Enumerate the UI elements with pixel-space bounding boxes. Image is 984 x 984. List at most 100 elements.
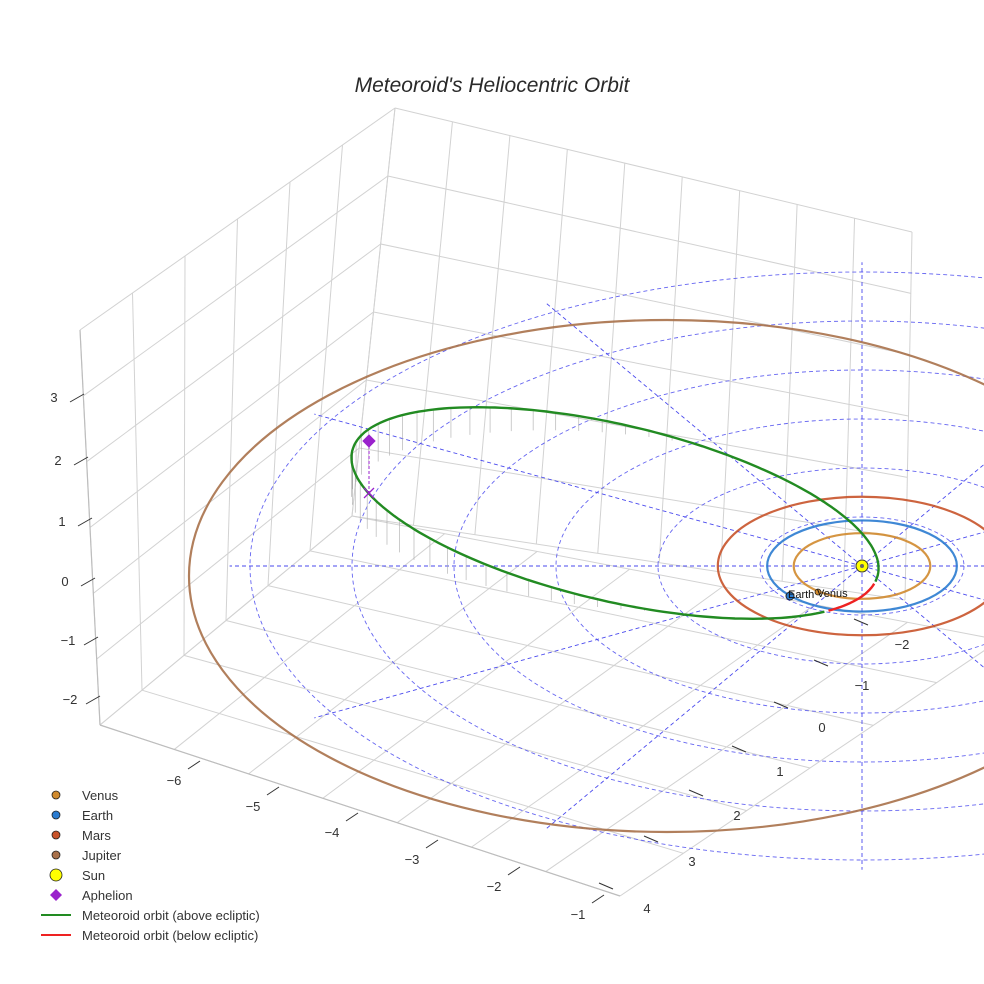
orbit-earth	[766, 519, 958, 613]
z-tick-label: 0	[61, 574, 68, 589]
legend-label: Jupiter	[82, 847, 122, 863]
floor-gridline	[351, 515, 984, 638]
earth-marker	[785, 591, 795, 601]
floor-gridline	[183, 654, 747, 812]
orbit-mars	[716, 495, 984, 637]
x-tick-label: −4	[325, 825, 340, 840]
meteoroid-orbit-above	[350, 406, 880, 620]
x-tick-mark	[266, 786, 280, 796]
z-tick-label: 1	[58, 514, 65, 529]
left-wall-gridline	[96, 447, 360, 660]
ecliptic-spoke	[545, 302, 863, 567]
venus-marker	[814, 588, 822, 596]
z-tick-label: −1	[61, 633, 76, 648]
floor-gridline	[619, 650, 984, 897]
floor-gridline	[267, 585, 874, 726]
venus-label: Venus	[817, 588, 848, 600]
legend-item: Mars	[38, 825, 260, 845]
aphelion-marker	[362, 434, 376, 448]
y-tick-mark	[813, 659, 829, 667]
x-tick-mark	[591, 894, 605, 904]
legend-item: Aphelion	[38, 885, 260, 905]
legend-item: Jupiter	[38, 845, 260, 865]
z-tick-mark	[80, 577, 96, 587]
z-tick-label: −2	[63, 692, 78, 707]
back-wall-gridline	[394, 107, 913, 233]
z-tick-label: 3	[50, 390, 57, 405]
back-wall-gridline	[373, 311, 909, 417]
chart-title: Meteoroid's Heliocentric Orbit	[354, 74, 630, 97]
x-tick-label: −1	[571, 907, 586, 922]
box-edge	[79, 329, 101, 726]
y-tick-mark	[643, 835, 659, 843]
z-tick-mark	[69, 393, 85, 403]
left-wall-gridline	[86, 243, 381, 463]
y-tick-mark	[853, 618, 869, 626]
back-wall-gridline	[380, 243, 910, 356]
aphelion-projection-marker	[363, 487, 375, 499]
legend-item: Venus	[38, 785, 260, 805]
legend-symbol	[38, 805, 78, 825]
ecliptic-spoke	[861, 531, 984, 567]
floor-gridline	[225, 620, 811, 769]
x-tick-label: −3	[405, 852, 420, 867]
left-wall-gridline	[83, 175, 389, 397]
y-tick-label: −2	[895, 637, 910, 652]
legend-symbol	[38, 865, 78, 885]
y-tick-mark	[598, 882, 614, 890]
floor-gridline	[471, 604, 816, 848]
back-wall-gridline	[351, 515, 906, 601]
legend-symbol	[38, 905, 78, 925]
legend-item: Earth	[38, 805, 260, 825]
z-tick-label: 2	[54, 453, 61, 468]
legend-label: Sun	[82, 867, 106, 883]
legend-label: Aphelion	[82, 887, 133, 903]
legend-symbol	[38, 785, 78, 805]
y-tick-label: 0	[818, 720, 825, 735]
ecliptic-spoke	[861, 565, 984, 669]
sun-center	[860, 564, 864, 568]
y-tick-label: 3	[688, 854, 695, 869]
back-wall-gridline	[359, 447, 907, 540]
box-edge	[99, 724, 621, 897]
legend-symbol	[38, 845, 78, 865]
meteoroid-orbit-below	[828, 583, 876, 612]
legend-symbol	[38, 885, 78, 905]
back-wall-gridline	[387, 175, 911, 294]
z-tick-mark	[77, 517, 93, 527]
z-tick-mark	[73, 456, 89, 466]
legend-label: Venus	[82, 787, 119, 803]
legend-label: Earth	[82, 807, 114, 823]
orbit-jupiter	[188, 318, 984, 834]
y-tick-mark	[731, 745, 747, 753]
chart-legend: Venus Earth Mars Jupiter Sun Aphelion Meteoroi…	[38, 785, 260, 945]
left-wall-gridline	[89, 311, 374, 528]
x-tick-label: −5	[246, 799, 261, 814]
floor-gridline	[396, 586, 723, 824]
legend-label: Meteoroid orbit (above ecliptic)	[82, 907, 260, 923]
left-wall-gridline	[79, 107, 396, 331]
legend-label: Mars	[82, 827, 111, 843]
y-tick-label: 2	[733, 808, 740, 823]
floor-gridline	[309, 550, 937, 684]
x-tick-mark	[507, 866, 521, 876]
legend-item: Sun	[38, 865, 260, 885]
floor-gridline	[322, 568, 631, 799]
x-tick-mark	[425, 839, 439, 849]
x-tick-label: −2	[487, 879, 502, 894]
z-tick-mark	[85, 695, 101, 705]
floor-gridline	[173, 533, 445, 750]
z-tick-mark	[83, 636, 99, 646]
y-tick-mark	[688, 789, 704, 797]
floor-gridline	[141, 689, 684, 854]
ecliptic-spoke	[861, 565, 984, 601]
ecliptic-spoke	[314, 565, 863, 719]
legend-item: Meteoroid orbit (below ecliptic)	[38, 925, 260, 945]
ecliptic-spoke	[314, 413, 863, 567]
floor-gridline	[545, 621, 908, 872]
legend-label: Meteoroid orbit (below ecliptic)	[82, 927, 259, 943]
floor-gridline	[99, 515, 353, 726]
y-tick-label: 4	[643, 901, 650, 916]
y-tick-label: −1	[855, 678, 870, 693]
